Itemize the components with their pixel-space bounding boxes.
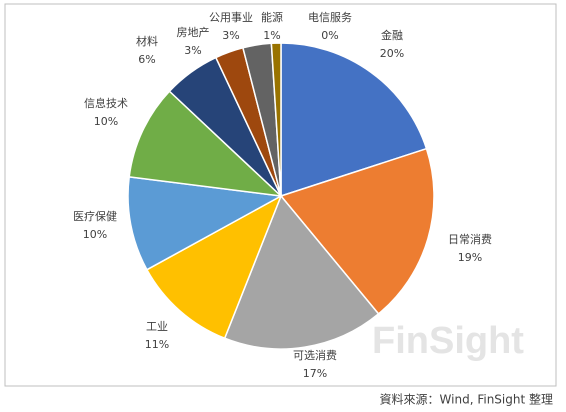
slice-label: 材料	[136, 34, 158, 48]
slice-label: 可选消费	[293, 348, 337, 362]
slice-value-label: 1%	[263, 29, 280, 42]
pie-slice	[223, 194, 380, 350]
slice-label: 工业	[146, 320, 168, 333]
pie-slice	[279, 147, 435, 315]
slices	[127, 42, 435, 350]
slice-value-label: 17%	[303, 367, 327, 380]
slice-value-label: 0%	[321, 29, 338, 42]
slice-label: 房地产	[177, 25, 210, 39]
pie-slice	[128, 90, 284, 198]
slice-label: 电信服务	[308, 11, 352, 24]
watermark: FinSight	[372, 320, 524, 362]
slice-value-label: 11%	[145, 338, 169, 351]
slice-label: 医疗保健	[73, 209, 117, 223]
pie-slice	[127, 175, 284, 271]
source-note: 資料來源：Wind, FinSight 整理	[380, 392, 553, 407]
slice-value-label: 20%	[380, 47, 404, 60]
pie-slice	[270, 42, 282, 197]
slice-label: 公用事业	[209, 11, 253, 24]
slice-value-label: 19%	[458, 251, 482, 264]
slice-value-label: 10%	[83, 228, 107, 241]
slice-value-label: 10%	[94, 115, 118, 128]
slice-value-label: 3%	[184, 44, 201, 57]
slice-label: 金融	[381, 28, 403, 42]
slice-value-label: 6%	[138, 53, 155, 66]
pie-slice	[145, 194, 283, 340]
slice-label: 日常消费	[448, 232, 492, 246]
slice-label: 能源	[261, 10, 283, 24]
slice-label: 信息技术	[84, 96, 128, 110]
slice-value-label: 3%	[222, 29, 239, 42]
pie-slice	[280, 42, 428, 198]
